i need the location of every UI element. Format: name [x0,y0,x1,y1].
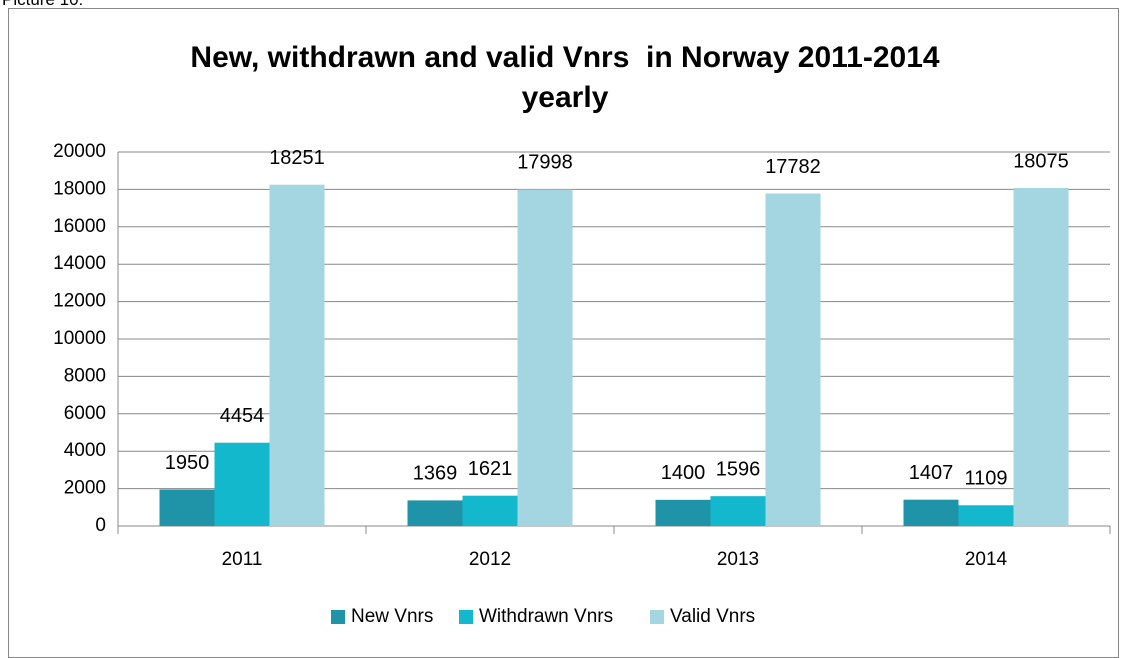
bar [710,496,766,526]
y-tick-label: 6000 [64,403,106,424]
x-tick-label: 2014 [965,549,1008,570]
caption: Picture 10: [2,0,83,10]
bar [958,505,1014,526]
y-tick-label: 14000 [53,253,106,274]
data-label: 4454 [220,405,265,427]
y-tick-label: 0 [95,515,106,536]
data-label: 1950 [165,452,210,474]
bar [462,495,518,526]
bar [655,499,711,526]
legend-swatch [650,610,664,624]
data-label: 1407 [909,462,954,484]
data-label: 1109 [964,468,1007,490]
y-tick-label: 12000 [53,291,106,312]
data-label: 18251 [269,147,325,169]
legend-label: Valid Vnrs [670,606,755,627]
bar [214,442,270,526]
y-tick-label: 10000 [53,328,106,349]
x-tick-label: 2011 [222,549,263,570]
bar [765,193,821,526]
bar [269,184,325,526]
x-tick-label: 2013 [717,549,759,570]
legend-label: New Vnrs [351,606,433,627]
data-label: 1369 [413,463,458,485]
chart-title: New, withdrawn and valid Vnrs in Norway … [190,41,948,114]
bar [159,489,215,526]
data-label: 17998 [517,152,573,174]
legend-swatch [459,610,473,624]
data-label: 1400 [661,462,706,484]
bar [407,500,463,526]
legend-swatch [331,610,345,624]
y-tick-label: 18000 [53,178,106,199]
x-tick-label: 2012 [469,549,511,570]
data-label: 17782 [765,156,821,178]
y-tick-label: 20000 [53,141,106,162]
y-tick-label: 2000 [64,478,106,499]
y-tick-label: 16000 [53,216,106,237]
bar [1013,187,1069,526]
bar [517,189,573,527]
data-label: 1596 [716,458,761,480]
bar [903,499,959,526]
y-tick-label: 8000 [64,365,106,386]
legend-label: Withdrawn Vnrs [479,606,613,627]
y-tick-label: 4000 [64,440,106,461]
data-label: 18075 [1013,150,1069,172]
data-label: 1621 [468,458,513,480]
